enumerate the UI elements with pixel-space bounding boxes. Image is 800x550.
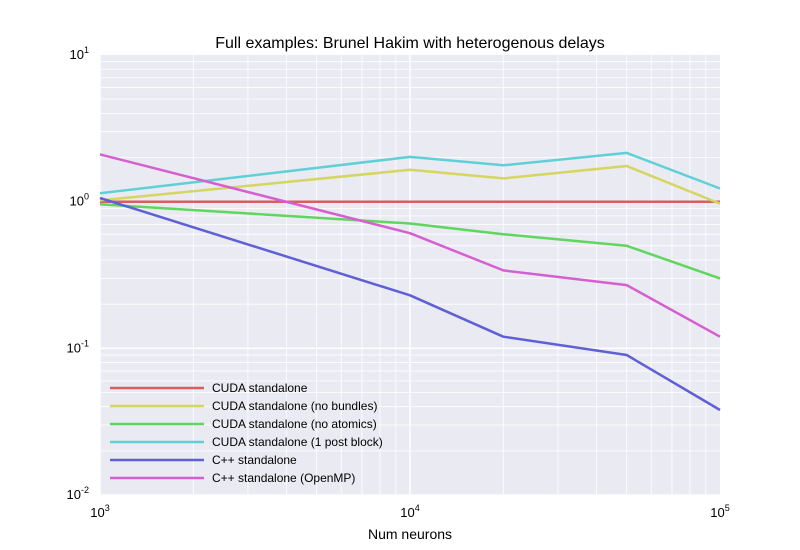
y-tick-label: 10-2 xyxy=(67,485,89,502)
series-line xyxy=(99,203,721,280)
series-line xyxy=(99,196,721,412)
series-lines xyxy=(99,151,721,412)
legend-label: CUDA standalone xyxy=(212,381,308,395)
series-line xyxy=(99,151,721,195)
legend-label: C++ standalone (OpenMP) xyxy=(212,471,355,485)
y-tick-label: 10-1 xyxy=(67,338,89,355)
series-line xyxy=(99,153,721,338)
chart-title: Full examples: Brunel Hakim with heterog… xyxy=(215,35,605,52)
y-tick-label: 101 xyxy=(70,45,89,62)
legend: CUDA standalone CUDA standalone (no bundl… xyxy=(110,381,383,485)
series-line xyxy=(99,164,721,205)
y-tick-label: 100 xyxy=(70,192,89,209)
legend-label: CUDA standalone (1 post block) xyxy=(212,435,383,449)
x-axis-label: Num neurons xyxy=(368,526,452,542)
x-tick-labels: 103 104 105 xyxy=(90,503,729,520)
x-tick-label: 103 xyxy=(90,503,109,520)
legend-label: CUDA standalone (no bundles) xyxy=(212,399,377,413)
x-tick-label: 105 xyxy=(710,503,729,520)
legend-label: C++ standalone xyxy=(212,453,297,467)
y-tick-labels: 10-2 10-1 100 101 xyxy=(67,45,89,502)
legend-label: CUDA standalone (no atomics) xyxy=(212,417,377,431)
x-tick-label: 104 xyxy=(400,503,419,520)
